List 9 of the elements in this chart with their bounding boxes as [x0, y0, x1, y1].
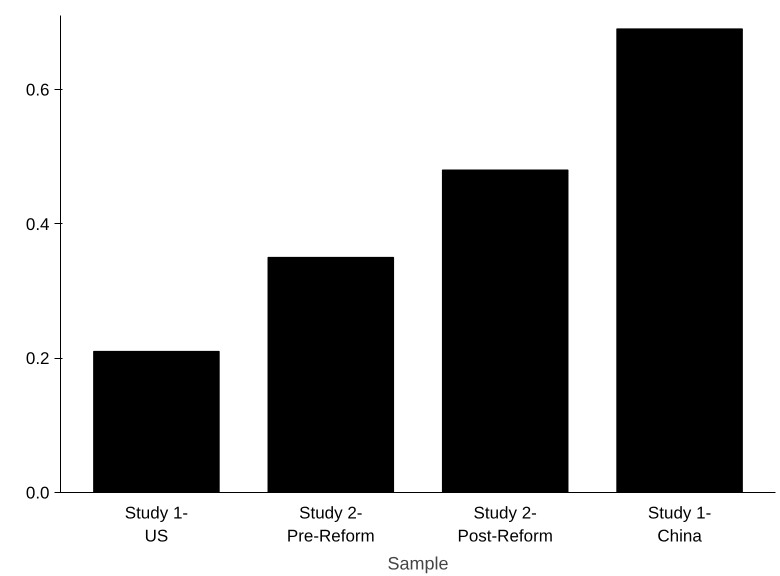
x-tick-label: Study 2- Pre-Reform: [286, 504, 375, 546]
y-tick-label: 0.0: [26, 484, 50, 502]
x-tick-label: Study 1- China: [648, 504, 712, 546]
y-tick-label: 0.6: [26, 80, 50, 100]
y-tick-label: 0.4: [26, 214, 50, 234]
x-tick-label: Study 2- Post-Reform: [457, 504, 553, 546]
x-tick-label: Study 1- US: [124, 504, 188, 546]
x-axis-title: Sample: [387, 553, 449, 574]
y-tick-label: 0.2: [26, 349, 50, 368]
